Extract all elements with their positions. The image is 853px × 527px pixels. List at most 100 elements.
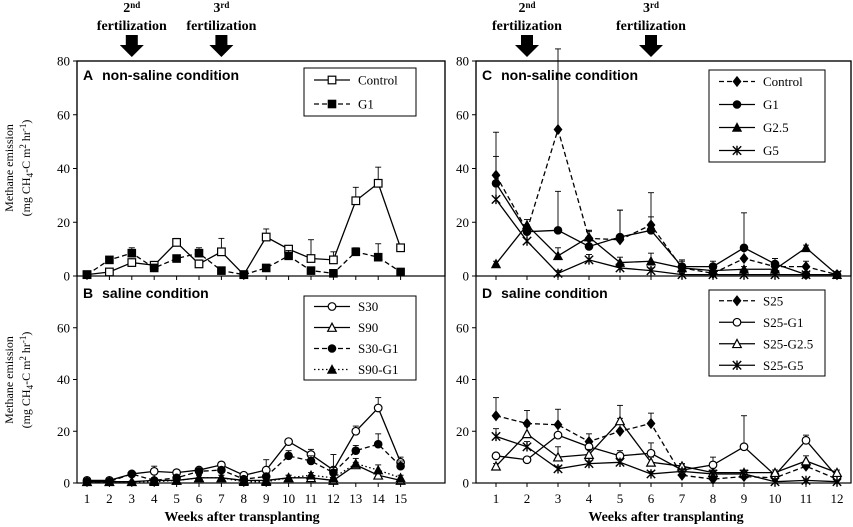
y-axis-label-line2: (mg CH4-C m2 hr-1) xyxy=(18,332,34,429)
data-point xyxy=(490,460,502,471)
y-tick-label: 20 xyxy=(456,424,469,439)
data-point xyxy=(677,269,687,280)
data-point xyxy=(614,415,626,426)
data-point xyxy=(396,461,405,471)
legend-marker xyxy=(327,99,337,109)
data-point xyxy=(553,123,563,136)
data-point xyxy=(351,446,361,455)
data-point xyxy=(800,455,812,466)
data-point xyxy=(172,238,182,247)
legend-label: Control xyxy=(358,73,398,88)
y-tick-label: 0 xyxy=(64,269,71,284)
data-point xyxy=(283,472,294,483)
y-tick-label: 20 xyxy=(456,215,469,230)
series-line xyxy=(495,182,837,276)
legend-label: S90-G1 xyxy=(358,362,398,377)
fertilization-annotation: 2nd fertilization xyxy=(97,0,167,57)
series-line xyxy=(495,199,837,276)
y-tick-label: 60 xyxy=(456,107,469,122)
data-point xyxy=(739,243,749,253)
y-axis-label-line2: (mg CH4-C m2 hr-1) xyxy=(18,120,34,217)
data-point xyxy=(329,255,338,265)
data-point xyxy=(373,178,383,188)
legend-marker xyxy=(327,344,337,353)
fertilization-label: fertilization xyxy=(616,19,686,34)
legend-d: S25 S25-G1 S25-G2.5 S25-G5 xyxy=(708,289,826,377)
data-point xyxy=(770,269,780,280)
data-point xyxy=(217,266,226,275)
x-tick-label: 9 xyxy=(263,491,270,506)
y-tick-label: 40 xyxy=(456,161,469,176)
fertilization-ordinal: 2nd xyxy=(123,0,140,16)
y-tick-label: 40 xyxy=(456,372,469,387)
data-point xyxy=(831,467,843,478)
data-point xyxy=(769,467,781,478)
data-point xyxy=(615,232,625,242)
y-axis-label: Methane emission (mg CH4-C m2 hr-1) xyxy=(2,332,35,429)
data-point xyxy=(770,477,780,487)
data-point xyxy=(584,255,594,265)
x-tick-label: 11 xyxy=(800,491,813,506)
legend-label: S30 xyxy=(358,299,378,314)
data-point xyxy=(646,265,656,276)
data-point xyxy=(82,270,92,279)
data-point xyxy=(194,248,204,258)
legend-a: Control G1 xyxy=(303,67,417,117)
x-tick-label: 8 xyxy=(710,491,717,506)
legend-marker xyxy=(732,75,742,88)
y-axis-label: Methane emission (mg CH4-C m2 hr-1) xyxy=(2,120,35,217)
data-point xyxy=(373,252,383,262)
legend-marker xyxy=(326,321,338,332)
data-point xyxy=(351,247,361,257)
legend-label: G2.5 xyxy=(763,120,789,135)
data-point xyxy=(329,269,338,278)
data-point xyxy=(127,258,137,267)
data-point xyxy=(396,243,405,253)
x-tick-label: 3 xyxy=(129,491,136,506)
legend-marker xyxy=(732,317,742,327)
data-point xyxy=(373,403,383,413)
legend-marker xyxy=(732,145,742,156)
fertilization-arrow xyxy=(209,35,234,57)
y-tick-label: 0 xyxy=(64,476,71,491)
data-point xyxy=(739,442,749,452)
legend-label: S25-G2.5 xyxy=(763,336,813,351)
data-point xyxy=(284,437,294,447)
data-point xyxy=(104,267,114,277)
data-point xyxy=(521,428,533,439)
data-point xyxy=(615,263,625,273)
series-s25 xyxy=(491,397,842,485)
data-point xyxy=(646,469,656,479)
fertilization-label: fertilization xyxy=(492,19,562,34)
y-tick-label: 40 xyxy=(57,372,70,387)
data-point xyxy=(395,472,406,483)
legend-box xyxy=(708,69,826,163)
series-line xyxy=(86,251,401,276)
data-point xyxy=(646,448,656,458)
x-tick-label: 3 xyxy=(555,491,562,506)
x-tick-label: 13 xyxy=(349,491,362,506)
data-point xyxy=(615,457,625,467)
data-point xyxy=(645,255,657,266)
legend-label: S25-G5 xyxy=(763,358,803,373)
x-tick-label: 5 xyxy=(173,491,180,506)
data-point xyxy=(105,255,114,265)
data-point xyxy=(491,410,501,422)
legend-label: G1 xyxy=(763,97,779,112)
data-point xyxy=(708,269,718,280)
series-g1 xyxy=(82,243,405,279)
data-point xyxy=(522,442,532,452)
x-tick-label: 7 xyxy=(679,491,686,506)
data-point xyxy=(284,451,293,461)
series-control xyxy=(82,166,405,280)
series-line xyxy=(87,406,402,482)
legend-box xyxy=(303,67,417,117)
data-point xyxy=(584,458,594,469)
x-tick-label: 10 xyxy=(769,491,782,506)
x-tick-label: 12 xyxy=(327,491,340,506)
x-tick-label: 1 xyxy=(493,491,500,506)
x-tick-label: 9 xyxy=(741,491,748,506)
